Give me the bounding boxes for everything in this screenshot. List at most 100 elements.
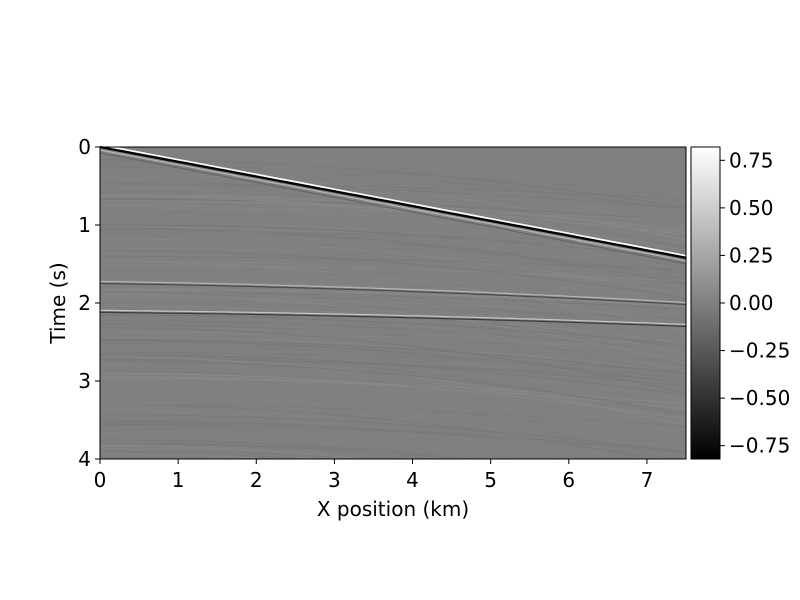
y-tick-label: 2 [78, 291, 91, 315]
background-layer-line [100, 159, 687, 209]
background-layer-line [100, 354, 687, 396]
colorbar-tick-label: −0.75 [729, 434, 790, 458]
background-layer-line [99, 230, 687, 247]
background-layer-line [100, 184, 687, 215]
colorbar: 0.75 0.50 0.25 0.00 −0.25 −0.50 −0.75 [690, 146, 790, 460]
background-layer-line [100, 224, 687, 260]
seismic-plot-area [99, 144, 687, 460]
colorbar-tick-label: 0.25 [729, 243, 774, 267]
x-tick-label: 6 [562, 468, 575, 492]
background-layer-line [99, 297, 687, 318]
x-tick-label: 3 [328, 468, 341, 492]
background-layer-line [100, 288, 687, 306]
background-layer-line [100, 426, 589, 458]
background-layer-line [99, 327, 687, 394]
colorbar-tick-label: 0.50 [729, 196, 774, 220]
background-layer-line [100, 345, 687, 380]
background-layer-line [100, 372, 687, 420]
reflection_2-negative [100, 311, 687, 327]
background-layer-line [100, 324, 687, 366]
background-layer-line [99, 205, 687, 272]
background-layer-line [100, 257, 687, 303]
x-axis-label: X position (km) [317, 497, 469, 521]
background-layer-line [99, 360, 687, 415]
background-layer-line [99, 207, 687, 221]
direct_arrival-negative [99, 145, 687, 259]
y-tick-label: 1 [78, 213, 91, 237]
colorbar-tick-label: −0.50 [729, 386, 790, 410]
direct_arrival-positive [99, 144, 687, 257]
background-layer-line [100, 295, 687, 318]
background-layer-line [99, 195, 687, 252]
background-layer-line [100, 314, 687, 346]
background-layer-line [99, 392, 687, 447]
background-layer-line [100, 351, 687, 373]
background-layer-line [99, 445, 354, 459]
y-tick-label: 3 [78, 369, 91, 393]
background-layer-line [100, 380, 687, 440]
x-tick-label: 1 [172, 468, 185, 492]
background-layer-line [100, 421, 687, 455]
x-tick-label: 5 [484, 468, 497, 492]
background-layer-line [100, 377, 687, 410]
background-layer-line [100, 273, 687, 297]
background-layer-line [99, 158, 687, 200]
colorbar-tick-label: −0.25 [729, 339, 790, 363]
reflection_1-negative [99, 282, 687, 306]
x-tick-label: 7 [641, 468, 654, 492]
background-layer-line [99, 336, 687, 374]
background-layer-line [100, 404, 687, 428]
background-layer-line [99, 289, 687, 355]
background-layer-line [100, 451, 296, 459]
background-layer-line [99, 423, 687, 452]
background-layer-line [100, 249, 687, 277]
direct_arrival-coda-2 [99, 152, 687, 265]
colorbar-tick-label: 0.75 [729, 148, 774, 172]
reflection_1-positive [99, 280, 687, 304]
background-layer-line [99, 240, 687, 274]
background-layer-line [100, 378, 687, 422]
background-layer-line [100, 322, 687, 374]
background-layer-line [100, 340, 687, 385]
background-layer-line [100, 256, 687, 271]
background-layer-line [99, 439, 472, 460]
background-layer-line [99, 261, 687, 331]
direct_arrival-coda [99, 149, 687, 262]
background-layer-line [99, 293, 687, 358]
background-layer-line [99, 302, 687, 320]
background-layer-line [100, 182, 687, 200]
background-layer-line [99, 450, 354, 459]
background-layer-line [100, 453, 257, 459]
background-layer-line [100, 232, 687, 269]
background-layer-line [99, 281, 687, 347]
background-layer-line [100, 228, 687, 285]
y-axis: 0 1 2 3 4 [78, 135, 100, 471]
background-layer-line [100, 327, 687, 353]
x-tick-label: 0 [94, 468, 107, 492]
background-layer-line [100, 304, 687, 331]
seismic-events [99, 144, 687, 327]
colorbar-ticks: 0.75 0.50 0.25 0.00 −0.25 −0.50 −0.75 [720, 148, 790, 458]
reflection_2-positive [100, 309, 687, 325]
background-layer-line [99, 427, 569, 459]
background-layer-line [99, 443, 433, 460]
x-axis: 0 1 2 3 4 5 6 7 [94, 459, 654, 492]
x-tick-label: 2 [250, 468, 263, 492]
background-layer-line [100, 248, 687, 263]
background-layer-line [99, 379, 687, 430]
background-layer-line [99, 381, 687, 449]
background-layer-line [100, 339, 687, 375]
background-layer-line [99, 200, 687, 235]
background-layer-line [100, 291, 687, 310]
y-axis-label: Time (s) [46, 262, 70, 344]
colorbar-gradient [690, 146, 721, 460]
background-layer-line [99, 183, 687, 209]
background-layer-line [99, 404, 647, 459]
y-tick-label: 4 [78, 447, 91, 471]
background-layer-line [100, 414, 687, 453]
y-tick-label: 0 [78, 135, 91, 159]
background-layer-line [100, 260, 687, 287]
x-tick-label: 4 [406, 468, 419, 492]
background-layer-line [99, 194, 687, 231]
